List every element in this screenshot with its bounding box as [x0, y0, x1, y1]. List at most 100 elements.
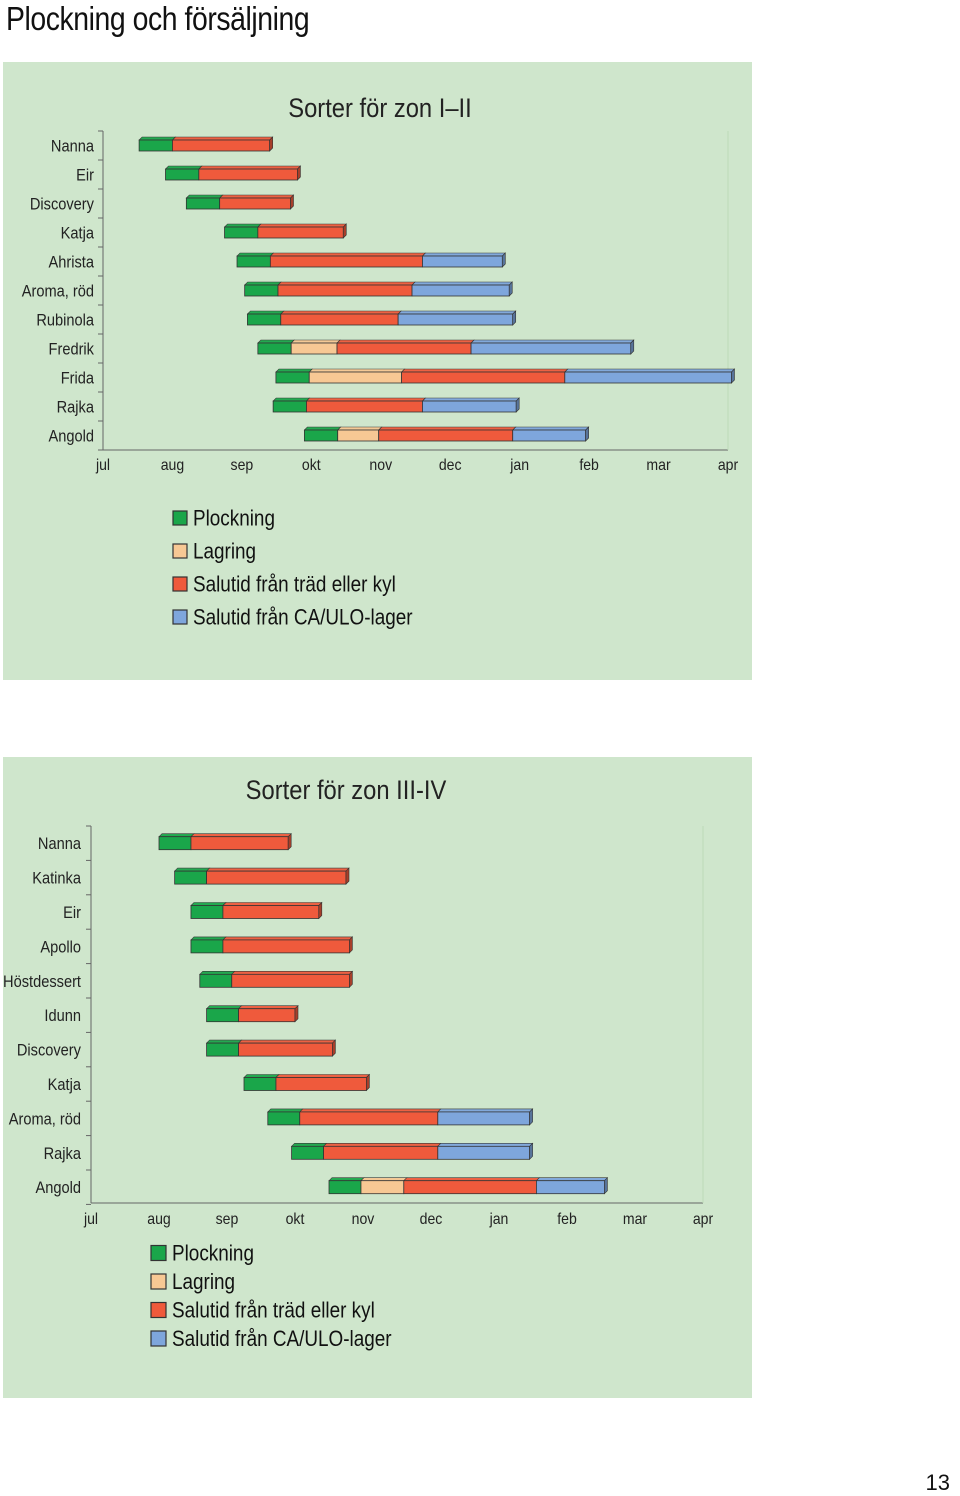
bar-segment-top	[173, 867, 211, 872]
bar-segment-plockning	[206, 1042, 239, 1057]
bar-segment-salutid-från-ca-ulo-lager	[512, 429, 587, 442]
bar-row-rubinola: Rubinola	[36, 310, 517, 330]
bar-segment-top	[257, 339, 295, 344]
legend-swatch-plockning	[172, 510, 188, 526]
row-label: Nanna	[38, 835, 81, 853]
legend-label-salutid-från-ca-ulo-lager: Salutid från CA/ULO-lager	[172, 1327, 392, 1352]
bar-segment-salutid-från-ca-ulo-lager	[411, 284, 510, 297]
page-number: 13	[925, 1470, 950, 1495]
bar-segment-top	[275, 368, 313, 373]
bar-row-apollo: Apollo	[40, 936, 354, 957]
bar-segment-top	[190, 902, 227, 906]
bar-end-face	[342, 223, 347, 239]
row-label: Apollo	[40, 938, 81, 956]
chart-1: Sorter för zon I–II jul aug sep okt nov dec jan…	[22, 94, 738, 630]
bar-segment-lagring	[308, 371, 403, 384]
bar-end-face	[529, 1142, 533, 1161]
bar-segment-top	[411, 281, 513, 286]
bar-end-face	[502, 252, 506, 268]
bar-segment-top	[257, 223, 348, 228]
bar-segment-plockning	[243, 1077, 277, 1091]
chart-title: Sorter för zon III-IV	[246, 776, 447, 806]
bar-segment-salutid-från-träd-eller-kyl	[172, 139, 271, 152]
bar-segment-salutid-från-träd-eller-kyl	[198, 168, 298, 181]
bar-end-face	[294, 1004, 299, 1023]
bar-row-eir: Eir	[63, 901, 323, 922]
x-tick-label-okt: okt	[286, 1210, 306, 1228]
legend-label-salutid-från-ca-ulo-lager: Salutid från CA/ULO-lager	[193, 605, 413, 630]
x-tick-label-sep: sep	[231, 456, 254, 474]
bar-segment-top	[218, 194, 295, 199]
bar-end-face	[604, 1176, 608, 1195]
bar-end-face	[269, 136, 273, 152]
bar-segment-plockning	[199, 973, 233, 988]
bar-row-discovery: Discovery	[17, 1039, 337, 1060]
legend-swatch-lagring	[150, 1273, 167, 1290]
bar-segment-top	[421, 397, 520, 402]
x-tick-label-mar: mar	[646, 456, 670, 474]
bar-segment-plockning	[190, 905, 224, 919]
bar-end-face	[297, 165, 301, 181]
bar-segment-top	[564, 368, 736, 373]
bar-row-rajka: Rajka	[44, 1142, 534, 1163]
bar-segment-top	[328, 1177, 365, 1181]
x-tick-label-dec: dec	[439, 456, 462, 474]
bar-segment-salutid-från-träd-eller-kyl	[238, 1008, 296, 1023]
row-label: Fredrik	[49, 341, 95, 359]
bar-segment-salutid-från-träd-eller-kyl	[280, 313, 399, 326]
bar-end-face	[529, 1108, 533, 1126]
bar-segment-top	[198, 165, 302, 170]
bar-segment-top	[308, 368, 406, 373]
legend: Plockning Lagring Salutid från träd eller …	[172, 506, 413, 630]
bar-segment-top	[205, 867, 350, 872]
bar-segment-salutid-från-träd-eller-kyl	[219, 197, 291, 210]
bar-segment-salutid-från-träd-eller-kyl	[277, 284, 413, 297]
legend-swatch-salutid-från-ca-ulo-lager	[172, 609, 188, 625]
bar-segment-salutid-från-träd-eller-kyl	[323, 1145, 439, 1160]
legend-swatch-lagring	[172, 543, 188, 559]
bar-segment-plockning	[224, 226, 259, 239]
bar-row-idunn: Idunn	[44, 1004, 299, 1025]
x-tick-label-sep: sep	[216, 1210, 239, 1228]
bar-segment-top	[303, 426, 342, 431]
bar-segment-plockning	[328, 1180, 362, 1195]
bar-end-face	[349, 936, 353, 954]
bar-segment-top	[199, 970, 236, 975]
bar-segment-top	[437, 1108, 534, 1113]
bar-segment-salutid-från-träd-eller-kyl	[231, 973, 350, 988]
bar-segment-top	[205, 1005, 243, 1010]
chart-panel-zone-3-4	[3, 757, 752, 1398]
bar-segment-top	[138, 136, 177, 141]
x-tick-label-apr: apr	[718, 456, 738, 474]
legend-swatch-salutid-från-träd-eller-kyl	[150, 1301, 167, 1319]
row-label: Angold	[48, 428, 94, 446]
bar-segment-plockning	[236, 255, 271, 268]
row-label: Aroma, röd	[22, 283, 94, 301]
row-label: Nanna	[51, 138, 94, 156]
legend-label-salutid-från-träd-eller-kyl: Salutid från träd eller kyl	[193, 572, 396, 597]
bar-segment-plockning	[267, 1111, 301, 1126]
row-label: Angold	[35, 1179, 81, 1197]
bar-segment-top	[267, 1108, 304, 1113]
bar-row-höstdessert: Höstdessert	[3, 970, 354, 991]
bar-segment-salutid-från-träd-eller-kyl	[190, 836, 289, 851]
bar-segment-plockning	[244, 284, 279, 297]
bar-segment-plockning	[185, 197, 221, 210]
bar-row-fredrik: Fredrik	[49, 339, 635, 359]
legend-label-lagring: Lagring	[193, 539, 256, 564]
bar-end-face	[515, 397, 520, 413]
x-tick-label-aug: aug	[147, 1210, 170, 1228]
chart-2: Sorter för zon III-IV jul aug sep okt nov dec j…	[3, 776, 713, 1352]
bar-row-rajka: Rajka	[57, 397, 520, 417]
legend-label-salutid-från-träd-eller-kyl: Salutid från träd eller kyl	[172, 1298, 375, 1323]
bar-row-frida: Frida	[61, 368, 736, 388]
bar-row-katja: Katja	[61, 223, 348, 243]
bar-segment-salutid-från-träd-eller-kyl	[257, 226, 344, 239]
row-label: Rajka	[44, 1145, 82, 1163]
x-tick-label-feb: feb	[579, 456, 599, 474]
bar-segment-top	[243, 281, 282, 286]
bar-end-face	[630, 339, 635, 355]
row-label: Discovery	[17, 1042, 81, 1060]
row-label: Idunn	[44, 1007, 81, 1025]
bar-segment-top	[470, 339, 635, 344]
